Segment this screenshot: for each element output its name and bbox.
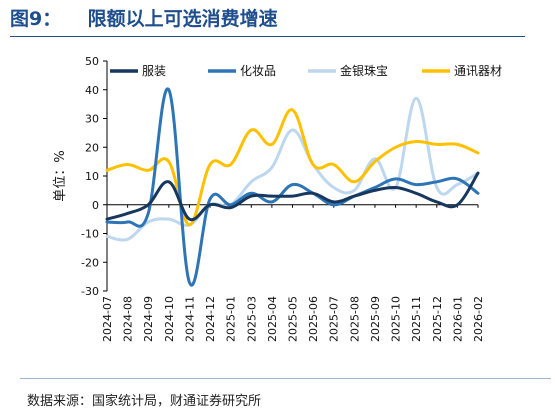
y-tick-label: 40 — [85, 84, 99, 97]
title-divider — [10, 36, 525, 37]
legend-label-2: 化妆品 — [240, 64, 276, 78]
x-tick-label: 2026-01 — [451, 296, 464, 342]
chart-series — [105, 87, 480, 287]
x-tick-label: 2025-08 — [348, 296, 361, 342]
legend-label-3: 金银珠宝 — [340, 63, 388, 78]
x-tick-label: 2025-06 — [307, 296, 320, 342]
x-tick-label: 2025-05 — [287, 296, 300, 342]
y-tick-label: 50 — [85, 55, 99, 68]
chart-legend: 服装 化妆品 金银珠宝 通讯器材 — [110, 63, 502, 78]
y-tick-label: 0 — [92, 199, 99, 212]
series-line-2 — [105, 87, 480, 287]
series-line-1 — [105, 171, 480, 222]
legend-label-4: 通讯器材 — [454, 64, 502, 78]
x-tick-label: 2024-07 — [101, 296, 114, 342]
y-tick-label: -30 — [81, 285, 99, 298]
x-tick-label: 2024-11 — [183, 296, 196, 342]
x-tick-label: 2025-11 — [410, 296, 423, 342]
y-tick-label: 10 — [85, 170, 99, 183]
y-tick-label: -20 — [81, 256, 99, 269]
series-line-4 — [105, 108, 480, 227]
y-tick-label: -10 — [81, 228, 99, 241]
source-divider — [20, 378, 551, 379]
x-tick-label: 2025-01 — [225, 296, 238, 342]
series-line-3 — [105, 96, 480, 242]
x-tick-label: 2024-08 — [122, 296, 135, 342]
x-tick-label: 2024-09 — [142, 296, 155, 342]
source-note: 数据来源：国家统计局，财通证券研究所 — [27, 394, 262, 409]
x-tick-label: 2025-09 — [369, 296, 382, 342]
chart-axes: -30 -20 -10 0 10 20 30 40 50 2024-07 2024-08 2024-0… — [53, 55, 485, 342]
y-tick-label: 20 — [85, 141, 99, 154]
figure-title: 图9： 限额以上可选消费增速 — [10, 8, 278, 30]
x-tick-label: 2025-07 — [328, 296, 341, 342]
x-tick-label: 2025-03 — [245, 296, 258, 342]
x-tick-label: 2025-12 — [431, 296, 444, 342]
x-tick-label: 2026-02 — [472, 296, 485, 342]
y-axis-label: 单位：% — [53, 150, 68, 201]
x-tick-label: 2024-10 — [163, 296, 176, 342]
y-tick-label: 30 — [85, 113, 99, 126]
x-tick-label: 2024-12 — [204, 296, 217, 342]
x-tick-label: 2025-04 — [266, 296, 279, 342]
legend-label-1: 服装 — [142, 64, 166, 78]
x-tick-label: 2025-10 — [390, 296, 403, 342]
